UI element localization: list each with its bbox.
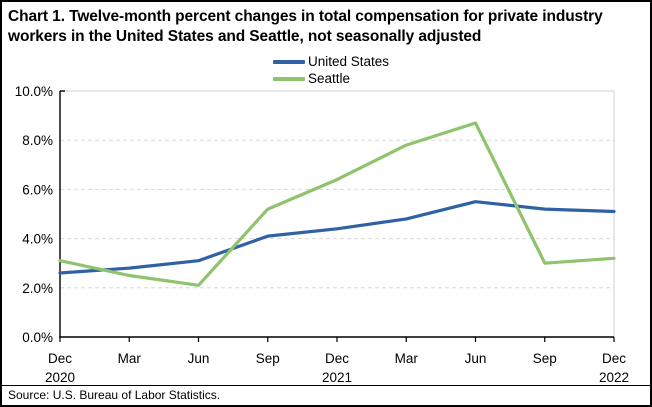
source-note-bar: Source: U.S. Bureau of Labor Statistics. [2, 385, 650, 405]
x-tick-label: Dec [325, 351, 349, 366]
x-tick-label: Sep [256, 351, 280, 366]
x-tick-label: Mar [395, 351, 419, 366]
x-tick-label: 2020 [45, 370, 75, 385]
x-tick-label: Jun [465, 351, 487, 366]
x-tick-label: Dec [48, 351, 72, 366]
series-line-united-states [58, 200, 616, 275]
series-line-seattle [58, 121, 616, 287]
y-tick-label: 10.0% [15, 84, 53, 99]
legend-line-swatch-seattle [273, 76, 305, 81]
y-tick-label: 4.0% [22, 232, 53, 247]
x-tick-label: 2021 [322, 370, 352, 385]
legend-line-swatch-united-states [273, 59, 305, 64]
x-tick-label: Sep [533, 351, 557, 366]
legend-label-united-states: United States [308, 54, 390, 69]
y-tick-label: 6.0% [22, 182, 53, 197]
legend-label-seattle: Seattle [308, 71, 351, 86]
x-tick-label: Mar [118, 351, 142, 366]
y-tick-label: 8.0% [22, 133, 53, 148]
legend-item-seattle: Seattle [273, 70, 389, 87]
chart-title: Chart 1. Twelve-month percent changes in… [8, 8, 603, 45]
y-tick-label: 0.0% [22, 330, 53, 345]
y-tick-label: 2.0% [22, 281, 53, 296]
x-tick-label: 2022 [599, 370, 629, 385]
x-tick-label: Dec [602, 351, 626, 366]
x-tick-label: Jun [188, 351, 210, 366]
line-chart-canvas: 0.0% 2.0% 4.0% 6.0% 8.0% 10.0% Dec 2020 Mar Jun Se… [15, 84, 629, 385]
legend-item-united-states: United States [273, 53, 389, 70]
source-note: Source: U.S. Bureau of Labor Statistics. [8, 388, 221, 402]
legend: United States Seattle [273, 53, 389, 87]
